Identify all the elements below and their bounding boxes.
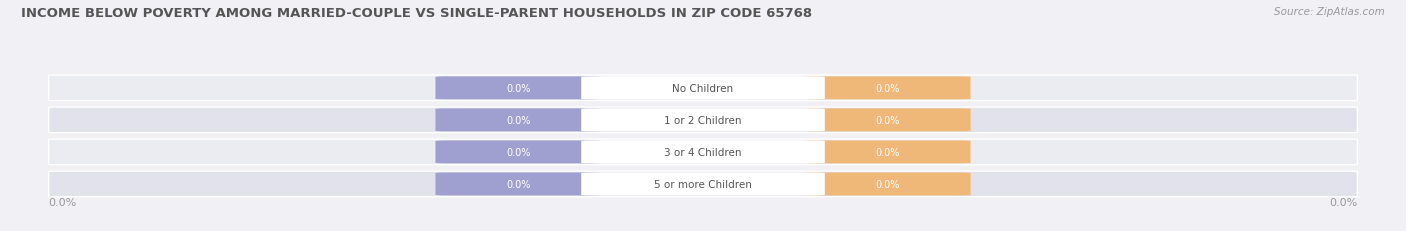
FancyBboxPatch shape [49,108,1357,133]
FancyBboxPatch shape [436,77,602,100]
FancyBboxPatch shape [49,171,1357,197]
Text: Source: ZipAtlas.com: Source: ZipAtlas.com [1274,7,1385,17]
Text: 0.0%: 0.0% [506,83,530,93]
FancyBboxPatch shape [581,109,825,132]
Text: 0.0%: 0.0% [876,179,900,189]
FancyBboxPatch shape [581,173,825,196]
FancyBboxPatch shape [581,77,825,100]
FancyBboxPatch shape [49,76,1357,101]
FancyBboxPatch shape [436,109,602,132]
FancyBboxPatch shape [581,141,825,164]
FancyBboxPatch shape [804,77,970,100]
FancyBboxPatch shape [804,109,970,132]
Text: 0.0%: 0.0% [876,83,900,93]
Text: 0.0%: 0.0% [506,179,530,189]
FancyBboxPatch shape [804,141,970,164]
FancyBboxPatch shape [436,173,602,196]
Text: 0.0%: 0.0% [506,115,530,125]
Text: 0.0%: 0.0% [876,147,900,157]
Text: 0.0%: 0.0% [1329,197,1357,207]
Text: 5 or more Children: 5 or more Children [654,179,752,189]
Text: 0.0%: 0.0% [49,197,77,207]
Text: INCOME BELOW POVERTY AMONG MARRIED-COUPLE VS SINGLE-PARENT HOUSEHOLDS IN ZIP COD: INCOME BELOW POVERTY AMONG MARRIED-COUPL… [21,7,813,20]
Text: 0.0%: 0.0% [506,147,530,157]
Text: No Children: No Children [672,83,734,93]
FancyBboxPatch shape [804,173,970,196]
FancyBboxPatch shape [436,141,602,164]
Text: 1 or 2 Children: 1 or 2 Children [664,115,742,125]
Text: 0.0%: 0.0% [876,115,900,125]
FancyBboxPatch shape [49,140,1357,165]
Text: 3 or 4 Children: 3 or 4 Children [664,147,742,157]
